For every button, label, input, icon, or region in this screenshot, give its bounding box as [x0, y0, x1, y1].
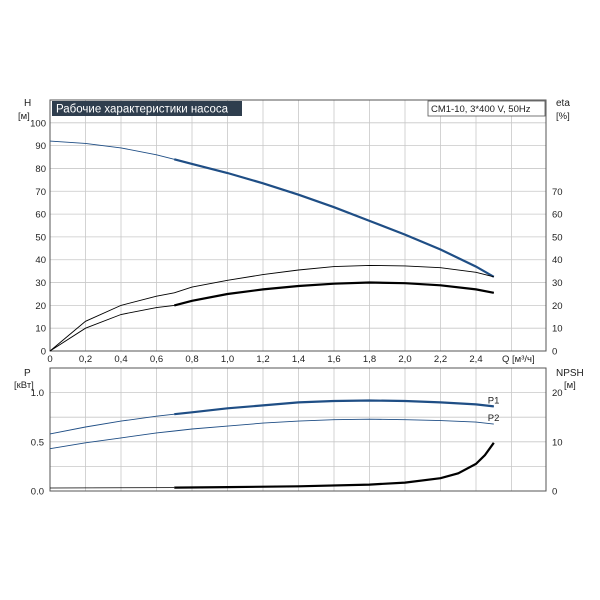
p2-curve-label: P2 [488, 413, 500, 424]
eta-p2-curve-operating-range [174, 281, 495, 307]
top-plot-frame [49, 99, 547, 352]
top-y-tick-label: 0 [41, 347, 46, 358]
top-y-tick-label: 10 [35, 324, 46, 335]
top-x-axis-label: Q [м³/ч] [502, 354, 535, 365]
top-chart: Рабочие характеристики насоса CM1-10, 3*… [18, 98, 570, 365]
bottom-plot-frame [49, 367, 547, 492]
top-y2-tick-label: 30 [552, 278, 563, 289]
top-y2-tick-label: 70 [552, 187, 563, 198]
top-x-tick-label: 0,4 [114, 354, 127, 365]
top-y2-axis-unit: [%] [556, 111, 570, 122]
top-plot-area [50, 100, 546, 351]
top-x-tick-label: 0,6 [150, 354, 163, 365]
bottom-y-tick-label: 0.0 [31, 487, 44, 498]
bottom-y-tick-label: 0.5 [31, 437, 44, 448]
top-y-tick-label: 100 [30, 118, 46, 129]
npsh-curve-operating-range [174, 442, 495, 489]
top-y-tick-label: 30 [35, 278, 46, 289]
chart-title-box [52, 101, 242, 116]
bottom-y2-tick-label: 20 [552, 388, 563, 399]
top-grid [50, 100, 546, 351]
p1-curve-label: P1 [488, 395, 500, 406]
top-y-axis-name: H [24, 98, 31, 109]
bottom-series: P1 P2 [49, 395, 500, 489]
top-y-tick-label: 20 [35, 301, 46, 312]
top-y2-tick-label: 50 [552, 232, 563, 243]
bottom-y-tick-label: 1.0 [31, 388, 44, 399]
top-y2-axis-name: eta [556, 98, 570, 109]
bottom-y2-axis-name: NPSH [556, 368, 584, 379]
top-y-tick-label: 90 [35, 141, 46, 152]
top-y2-tick-label: 10 [552, 324, 563, 335]
eta-curve-thin [49, 264, 494, 352]
bottom-chart: P [кВт] NPSH [м] 0.0 0.5 1.0 0 10 20 P1 P2 [14, 367, 584, 498]
top-y-tick-label: 60 [35, 210, 46, 221]
top-x-tick-label: 0,8 [185, 354, 198, 365]
bottom-y-axis-unit: [кВт] [14, 380, 34, 391]
top-x-tick-label: 2,2 [434, 354, 447, 365]
bottom-grid [50, 368, 546, 491]
model-label: CM1-10, 3*400 V, 50Hz [431, 104, 531, 115]
top-x-tick-label: 1,2 [256, 354, 269, 365]
top-y-tick-label: 50 [35, 232, 46, 243]
top-y-axis-unit: [м] [18, 111, 30, 122]
top-x-tick-label: 1,4 [292, 354, 305, 365]
bottom-y2-axis-unit: [м] [564, 380, 576, 391]
top-x-tick-label: 0 [47, 354, 52, 365]
top-x-tick-label: 2,0 [398, 354, 411, 365]
top-series [49, 140, 495, 352]
top-x-tick-label: 1,0 [221, 354, 234, 365]
top-x-tick-label: 1,8 [363, 354, 376, 365]
p1-curve-operating-range [174, 399, 494, 416]
top-x-tick-label: 1,6 [327, 354, 340, 365]
head-curve-operating-range [174, 158, 495, 278]
top-y2-tick-label: 20 [552, 301, 563, 312]
p2-curve-thin [49, 418, 494, 450]
top-y-tick-label: 40 [35, 255, 46, 266]
model-label-box [427, 100, 546, 117]
bottom-y2-tick-label: 0 [552, 487, 557, 498]
bottom-y2-tick-label: 10 [552, 437, 563, 448]
top-y2-tick-label: 0 [552, 347, 557, 358]
bottom-plot-area [50, 368, 546, 491]
top-x-tick-label: 2,4 [469, 354, 482, 365]
bottom-tick-labels: 0.0 0.5 1.0 0 10 20 [31, 388, 563, 497]
top-y2-tick-label: 40 [552, 255, 563, 266]
top-x-tick-label: 0,2 [79, 354, 92, 365]
bottom-y-axis-name: P [24, 368, 31, 379]
top-y2-tick-label: 60 [552, 210, 563, 221]
top-y-tick-label: 70 [35, 187, 46, 198]
chart-title: Рабочие характеристики насоса [56, 104, 229, 116]
top-tick-labels: 0 10 20 30 40 50 60 70 80 90 100 0 10 20 30 40 50 60 70 0 0,… [30, 118, 562, 365]
top-y-tick-label: 80 [35, 164, 46, 175]
